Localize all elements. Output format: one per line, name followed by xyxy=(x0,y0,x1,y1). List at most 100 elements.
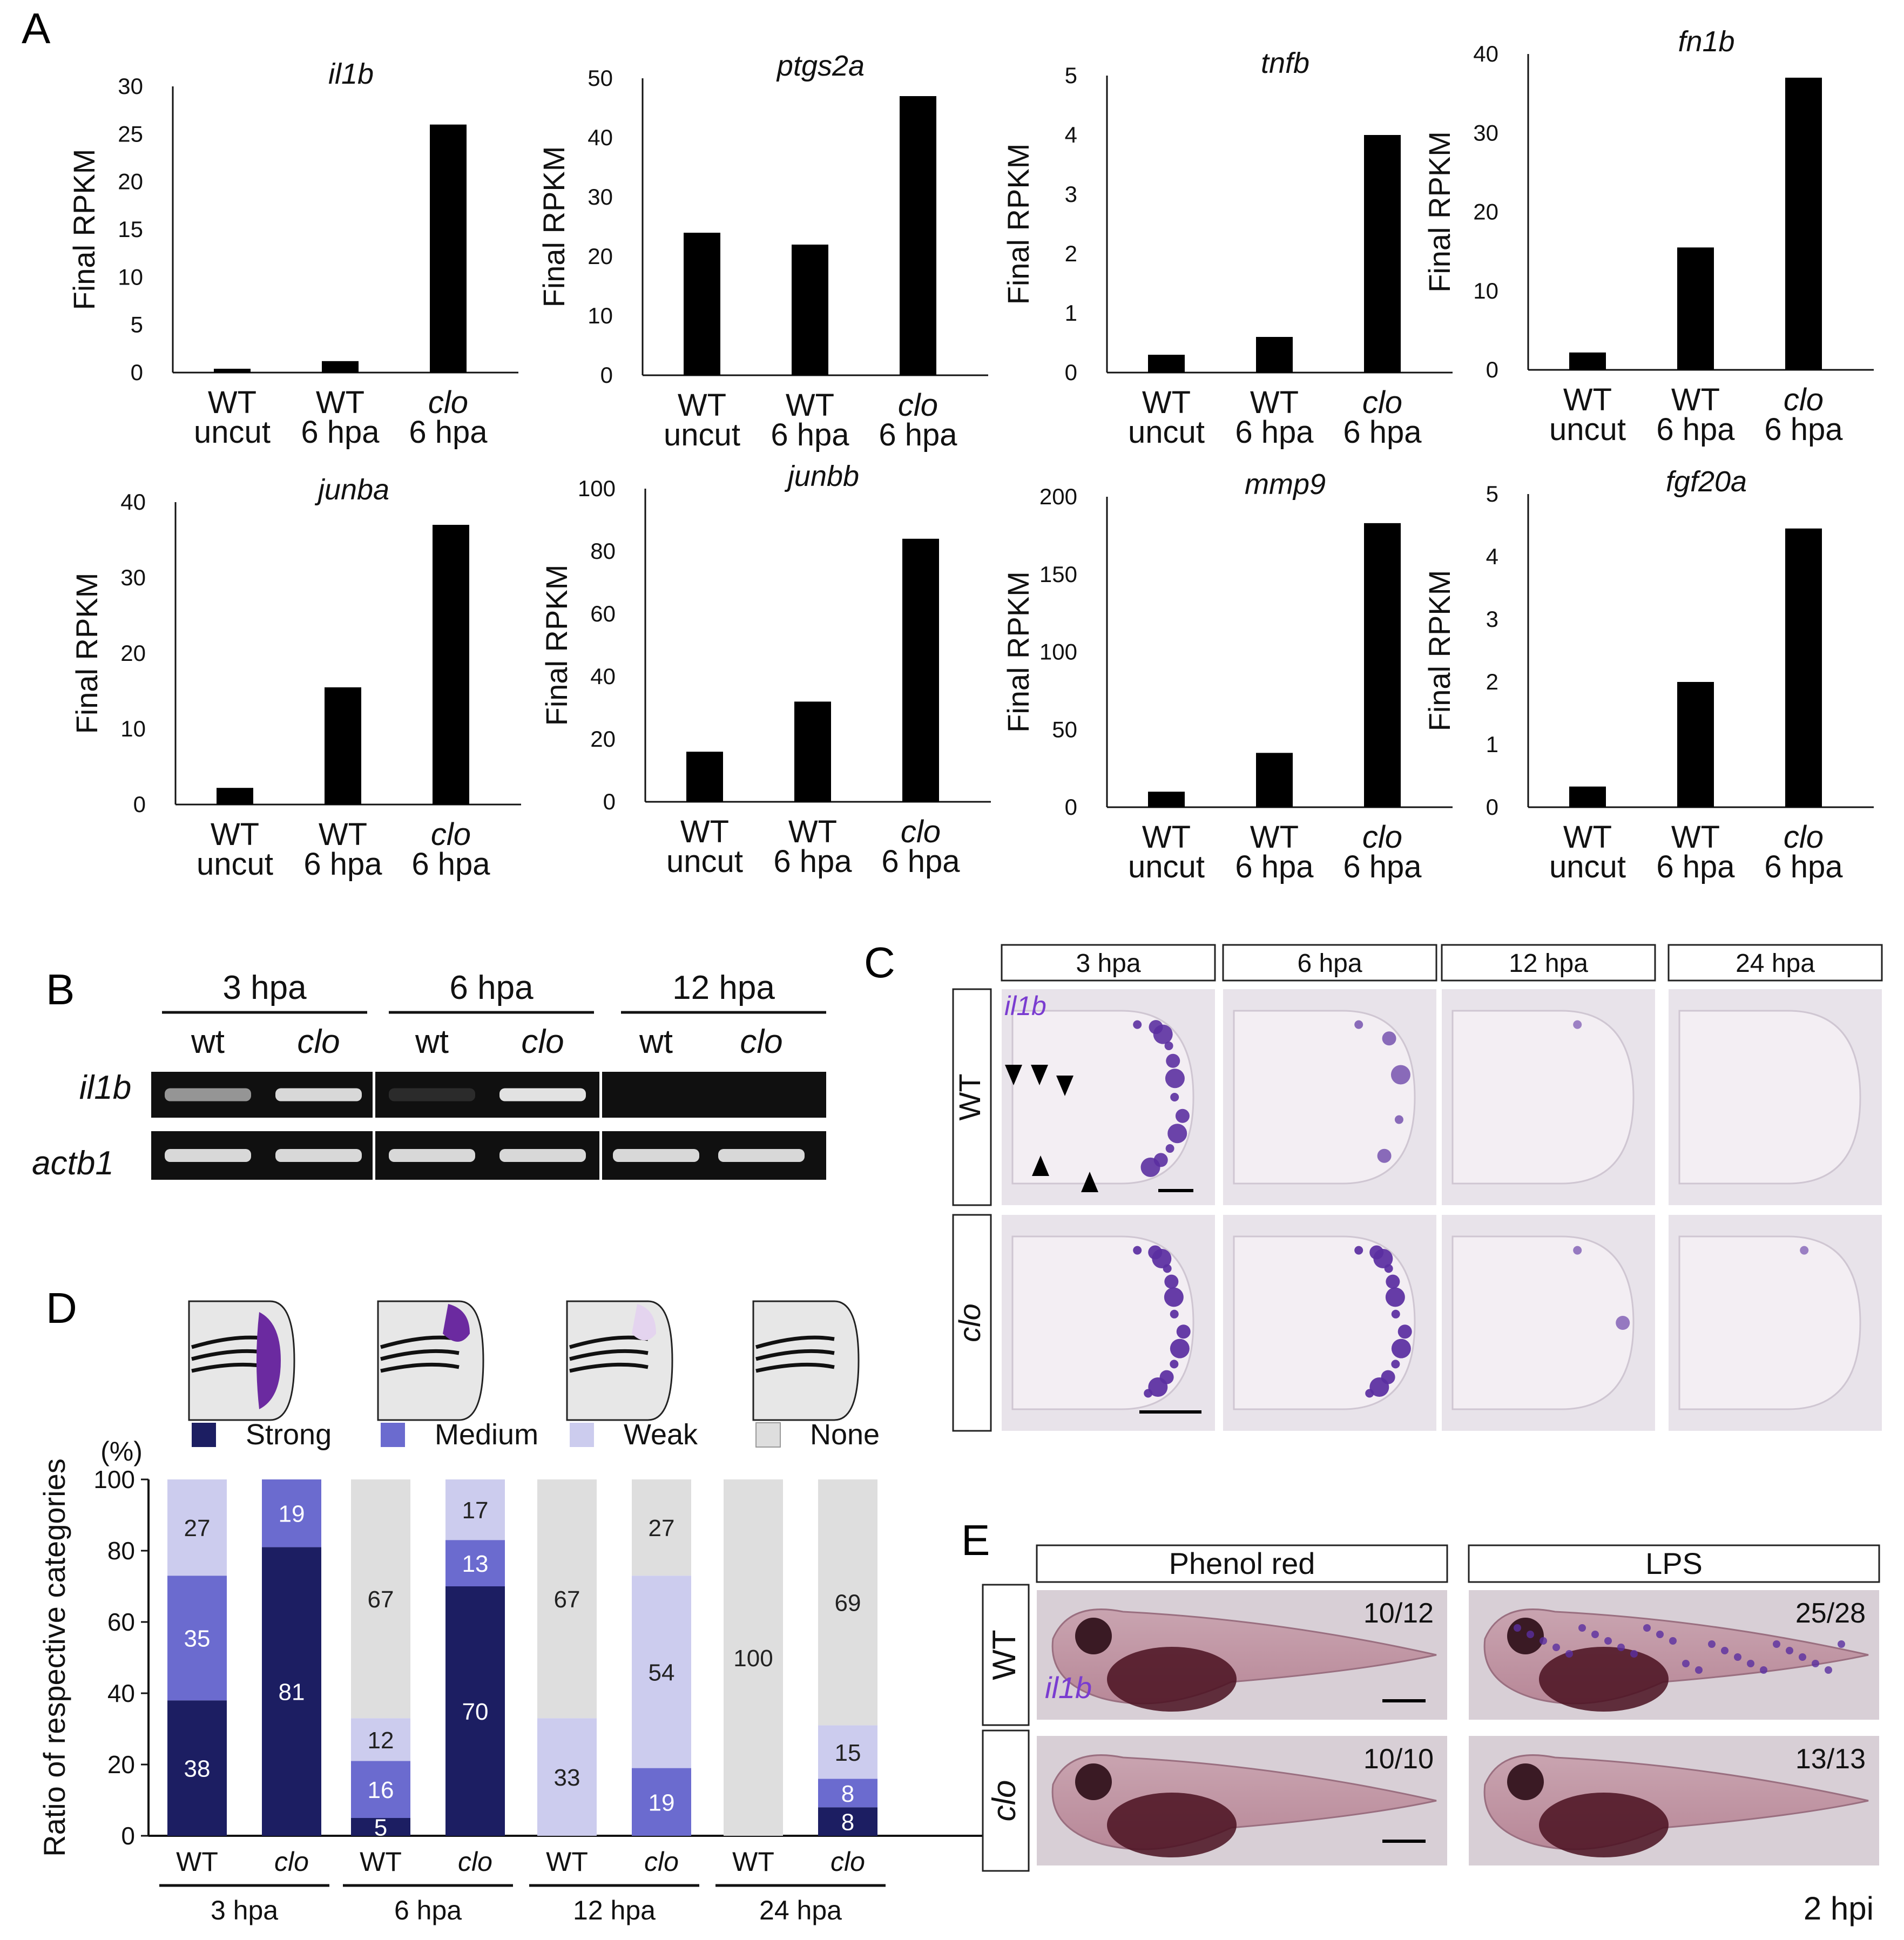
stain-spot xyxy=(1825,1666,1832,1674)
x-tick-label-line1: WT xyxy=(319,817,367,852)
x-tick-label-line1: clo xyxy=(1362,385,1402,420)
stacked-segment-weak xyxy=(537,1718,597,1836)
y-tick-label: 5 xyxy=(1486,481,1498,506)
x-tick-label: WT xyxy=(732,1847,774,1877)
x-tick-label-line2: 6 hpa xyxy=(1235,849,1314,884)
bar xyxy=(1148,355,1185,373)
stain-spot xyxy=(1617,1644,1625,1651)
segment-value-label: 38 xyxy=(184,1756,211,1782)
stacked-segment-weak xyxy=(632,1576,691,1768)
stain-spot xyxy=(1630,1650,1638,1658)
y-tick-label: 100 xyxy=(1039,639,1077,665)
stacked-category-chart: Strong Medium Weak None020406080100(%)Ratio… xyxy=(37,1300,1015,1925)
y-tick-label: 50 xyxy=(1052,716,1077,742)
row-header-box xyxy=(952,988,992,1206)
x-tick-label-line1: WT xyxy=(1142,820,1191,855)
x-tick-label-line2: 6 hpa xyxy=(1764,412,1843,447)
segment-value-label: 8 xyxy=(841,1781,854,1807)
segment-value-label: 12 xyxy=(368,1727,394,1754)
gel-band xyxy=(389,1088,475,1101)
stain-spot xyxy=(1386,1274,1400,1289)
bar xyxy=(792,245,828,375)
column-header: 24 hpa xyxy=(1736,949,1815,978)
x-tick-label-line1: WT xyxy=(1142,385,1191,420)
bar xyxy=(684,233,720,375)
stain-spot xyxy=(1838,1640,1845,1648)
bar xyxy=(1364,135,1401,373)
x-tick-label-line2: 6 hpa xyxy=(1343,849,1422,884)
segment-value-label: 67 xyxy=(368,1586,394,1613)
stain-spot xyxy=(1734,1653,1741,1661)
gel-band xyxy=(165,1088,251,1101)
gel-lane-label: clo xyxy=(740,1023,782,1060)
y-tick-label: 30 xyxy=(1473,120,1498,145)
column-header-box xyxy=(1036,1544,1448,1583)
gel-lane-label: clo xyxy=(297,1023,340,1060)
arrowhead-marker xyxy=(1032,1155,1049,1176)
fin-ray xyxy=(380,1349,460,1361)
row-header-box xyxy=(952,1214,992,1432)
y-axis-label: Final RPKM xyxy=(539,565,573,726)
bar xyxy=(1256,753,1293,807)
y-tick-label: 30 xyxy=(120,565,146,590)
stain-spot xyxy=(1573,1020,1582,1029)
legend-swatch xyxy=(381,1423,405,1447)
stain-spot xyxy=(1591,1631,1599,1638)
stain-spot xyxy=(1643,1624,1651,1632)
gel-lane-label: wt xyxy=(191,1023,225,1060)
column-header: 6 hpa xyxy=(1297,949,1362,978)
stain-spot xyxy=(1369,1377,1389,1397)
y-tick-label: 20 xyxy=(588,244,613,269)
stain-spot xyxy=(1153,1024,1173,1044)
x-tick-label: clo xyxy=(458,1847,492,1877)
stain-spot xyxy=(1133,1020,1142,1029)
x-tick-label-line1: clo xyxy=(1784,820,1824,855)
fin-stain-region xyxy=(256,1312,281,1409)
y-tick-label: 2 xyxy=(1065,241,1077,266)
stain-spot xyxy=(1170,1360,1179,1369)
stain-spot xyxy=(1390,1065,1410,1085)
x-tick-label-line1: clo xyxy=(428,385,468,420)
chart-title: fgf20a xyxy=(1666,465,1747,498)
arrowhead-marker xyxy=(1081,1172,1098,1192)
x-tick-label-line2: 6 hpa xyxy=(773,844,852,879)
embryo-count: 25/28 xyxy=(1795,1598,1866,1629)
legend-label: Medium xyxy=(435,1418,538,1451)
y-tick-label: 5 xyxy=(1065,63,1077,88)
y-axis-label: Final RPKM xyxy=(1001,144,1035,305)
fin-ray xyxy=(755,1362,835,1373)
y-tick-label: 25 xyxy=(118,121,143,146)
stain-spot xyxy=(1170,1093,1179,1101)
stain-spot xyxy=(1170,1309,1179,1319)
segment-value-label: 100 xyxy=(733,1645,773,1672)
stain-spot xyxy=(1695,1666,1703,1674)
stain-spot xyxy=(1540,1637,1547,1645)
embryo-count: 13/13 xyxy=(1795,1743,1866,1775)
x-tick-label-line1: clo xyxy=(431,817,471,852)
column-header: 12 hpa xyxy=(1509,949,1588,978)
column-header-box xyxy=(1222,944,1437,982)
y-axis-label: Final RPKM xyxy=(1001,571,1035,733)
fin-stain-region xyxy=(632,1304,656,1341)
stain-spot xyxy=(1708,1640,1716,1648)
x-tick-label: clo xyxy=(274,1847,309,1877)
stain-spot xyxy=(1514,1624,1521,1632)
x-tick-label-line2: uncut xyxy=(194,415,271,450)
stain-spot xyxy=(1527,1631,1534,1638)
stain-spot xyxy=(1391,1339,1411,1358)
embryo-yolk xyxy=(1107,1793,1237,1857)
y-tick-label: 20 xyxy=(120,640,146,666)
stacked-segment-none xyxy=(818,1479,877,1726)
stain-spot xyxy=(1148,1377,1168,1397)
y-tick-label: 3 xyxy=(1486,606,1498,632)
y-tick-label: 200 xyxy=(1039,484,1077,509)
bar xyxy=(1785,528,1822,807)
stain-spot xyxy=(1786,1647,1793,1654)
y-unit-label: (%) xyxy=(100,1436,143,1466)
x-tick-label-line1: WT xyxy=(786,388,834,423)
y-tick-label: 40 xyxy=(107,1679,135,1707)
group-label: 12 hpa xyxy=(573,1895,656,1925)
y-tick-label: 0 xyxy=(1065,360,1077,385)
x-tick-label-line1: clo xyxy=(901,814,941,849)
